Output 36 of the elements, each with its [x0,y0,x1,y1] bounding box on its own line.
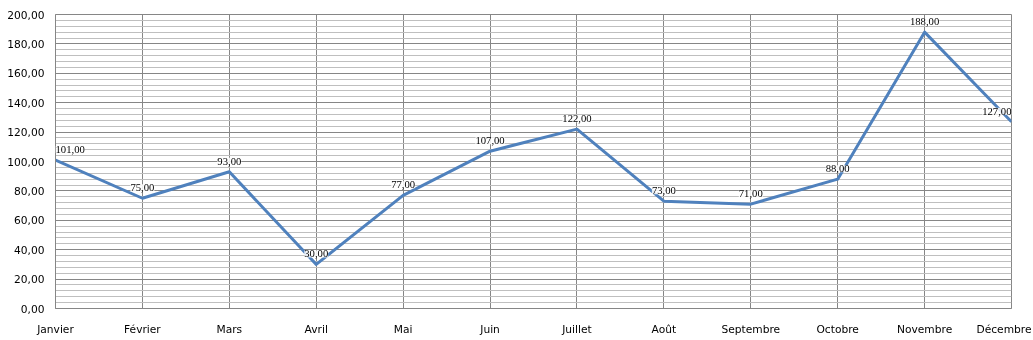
data-label: 188,00 [909,16,940,28]
data-label: 93,00 [217,155,242,167]
x-tick-label: Décembre [976,322,1032,336]
y-tick-label: 140,00 [7,96,45,110]
y-tick-label: 200,00 [7,8,45,22]
data-label: 127,00 [982,105,1012,117]
x-tick-label: Octobre [816,322,859,336]
data-label: 75,00 [130,182,155,194]
y-tick-label: 180,00 [7,37,45,51]
y-tick-label: 80,00 [13,184,45,198]
y-tick-label: 0,00 [20,302,45,316]
data-label: 122,00 [562,113,592,125]
data-label: 101,00 [55,144,85,156]
y-tick-label: 160,00 [7,67,45,81]
data-label: 71,00 [738,188,763,200]
line-series [55,30,1012,266]
x-tick-label: Septembre [721,322,781,336]
x-tick-label: Janvier [36,322,75,336]
x-tick-label: Avril [304,322,328,336]
y-tick-label: 40,00 [13,243,45,257]
data-label: 88,00 [825,163,850,175]
x-tick-label: Février [124,322,162,336]
y-tick-label: 120,00 [7,126,45,140]
x-tick-label: Mars [216,322,243,336]
data-label: 73,00 [651,185,676,197]
x-tick-label: Juin [479,322,500,336]
x-tick-label: Juillet [561,322,592,336]
data-label: 30,00 [304,248,329,260]
y-tick-label: 60,00 [13,214,45,228]
x-tick-label: Mai [393,322,413,336]
y-tick-label: 20,00 [13,273,45,287]
x-tick-label: Août [651,322,677,336]
x-tick-label: Novembre [896,322,953,336]
data-label: 107,00 [475,135,505,147]
y-tick-label: 100,00 [7,155,45,169]
data-label: 77,00 [391,179,416,191]
